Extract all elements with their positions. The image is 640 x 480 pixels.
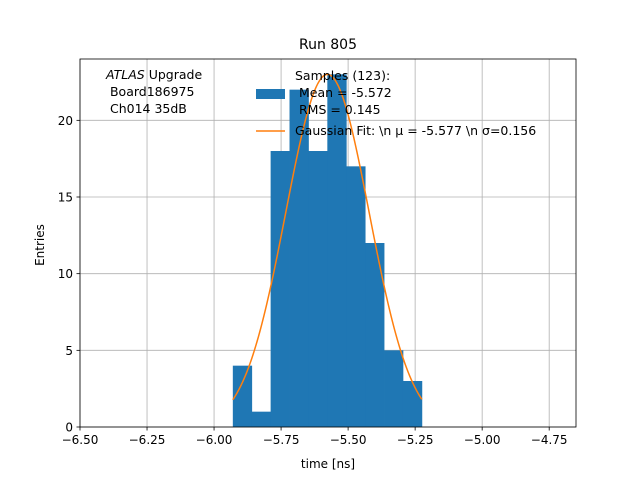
- y-tick-label: 20: [58, 114, 73, 128]
- y-tick-label: 0: [65, 421, 73, 435]
- histogram-bar: [327, 74, 347, 427]
- histogram-bar: [232, 365, 253, 427]
- legend-samples-line-3: RMS = 0.145: [295, 102, 381, 117]
- annotation-line-1: ATLAS Upgrade: [105, 67, 202, 82]
- histogram-bar: [289, 89, 309, 428]
- histogram-bar: [346, 166, 366, 428]
- x-tick-label: −5.00: [464, 433, 501, 447]
- y-tick-label: 5: [65, 344, 73, 358]
- axis-ticks: −6.50 −6.25 −6.00 −5.75 −5.50 −5.25 −5.00 −4.75…: [58, 114, 568, 447]
- histogram-bar: [384, 350, 404, 427]
- x-tick-label: −5.75: [263, 433, 300, 447]
- histogram-bar: [402, 381, 423, 427]
- legend-samples-line-2: Mean = -5.572: [295, 85, 392, 100]
- x-tick-label: −5.50: [330, 433, 367, 447]
- histogram-bar: [270, 151, 290, 427]
- histogram-bar: [365, 243, 385, 427]
- legend-samples-line-1: Samples (123):: [295, 68, 390, 83]
- x-axis-label: time [ns]: [301, 457, 355, 471]
- legend: Samples (123): Mean = -5.572 RMS = 0.145…: [256, 68, 536, 138]
- histogram-bar: [251, 411, 272, 427]
- gaussian-fit-curve: [232, 73, 423, 401]
- annotation-line-2: Board186975: [106, 84, 194, 99]
- y-tick-label: 15: [58, 191, 73, 205]
- axes-frame: [79, 58, 577, 428]
- histogram-bar: [308, 151, 328, 427]
- histogram-bars: [232, 74, 423, 428]
- annotation-atlas: ATLAS: [105, 67, 145, 82]
- annotation-box: ATLAS Upgrade Board186975 Ch014 35dB: [105, 67, 202, 116]
- legend-histogram-swatch: [256, 89, 285, 99]
- y-tick-label: 10: [58, 267, 73, 281]
- chart-title: Run 805: [299, 37, 357, 53]
- x-tick-label: −6.50: [62, 433, 99, 447]
- legend-fit-label: Gaussian Fit: \n μ = -5.577 \n σ=0.156: [295, 123, 536, 138]
- x-tick-label: −6.25: [129, 433, 166, 447]
- x-tick-label: −5.25: [397, 433, 434, 447]
- x-tick-label: −6.00: [196, 433, 233, 447]
- annotation-line-3: Ch014 35dB: [106, 101, 187, 116]
- annotation-upgrade: Upgrade: [145, 67, 203, 82]
- x-tick-label: −4.75: [531, 433, 568, 447]
- y-axis-label: Entries: [33, 224, 47, 266]
- gaussian-fit: [232, 73, 423, 401]
